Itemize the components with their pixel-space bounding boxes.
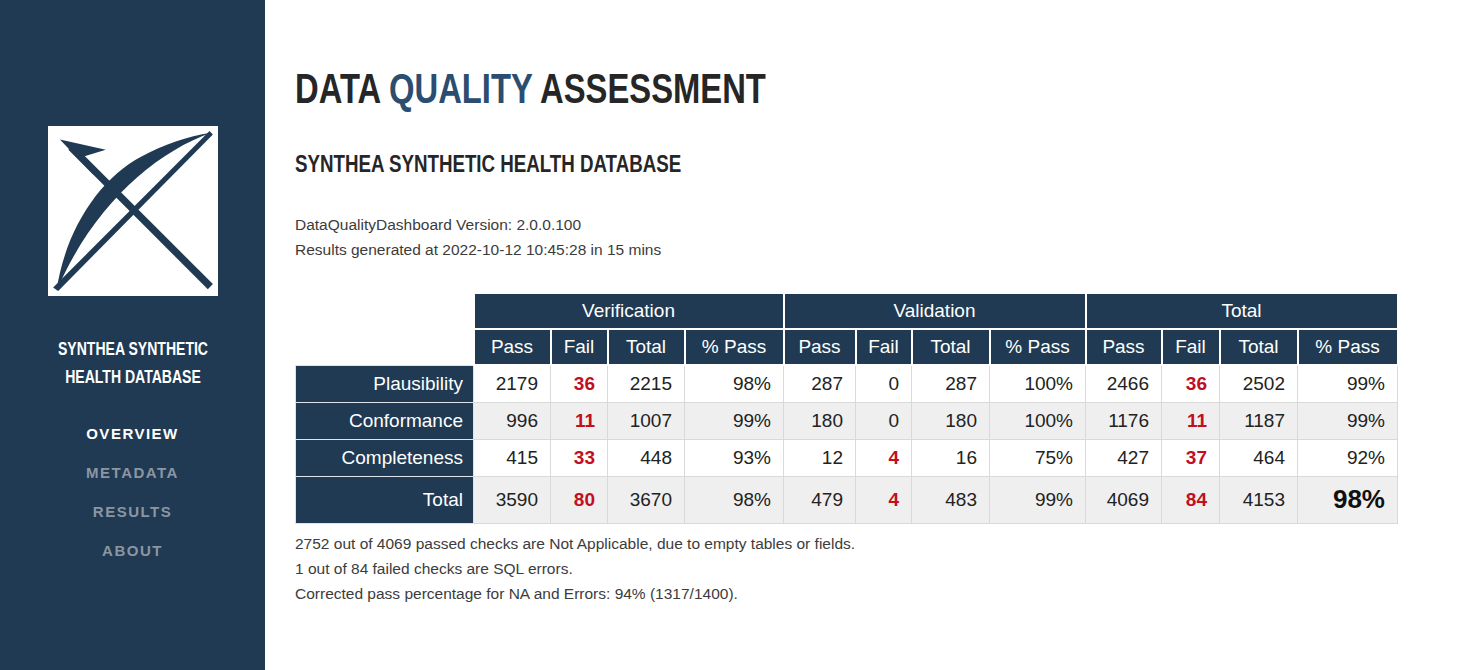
sidebar-database-title: SYNTHEA SYNTHETIC HEALTH DATABASE [8, 336, 258, 392]
cell-total-total: 1187 [1220, 402, 1298, 439]
cell-validation-fail: 4 [856, 439, 912, 476]
cell-total-pass: 2466 [1086, 365, 1162, 402]
row-label-conformance: Conformance [296, 402, 474, 439]
cell-total-pass: 4069 [1086, 476, 1162, 523]
cell-total-pass: 427 [1086, 439, 1162, 476]
row-label-total: Total [296, 476, 474, 523]
cell-verification-total: 448 [608, 439, 685, 476]
col-header-total-fail: Fail [1162, 329, 1220, 365]
col-header-verification-pct: % Pass [685, 329, 784, 365]
cell-validation-total: 16 [912, 439, 990, 476]
cell-verification-pass: 415 [474, 439, 551, 476]
footnotes: 2752 out of 4069 passed checks are Not A… [295, 531, 1477, 606]
table-row-plausibility: Plausibility 2179 36 2215 98% 287 0 287 … [296, 365, 1398, 402]
cell-overall-pass-percentage: 98% [1298, 476, 1398, 523]
cell-validation-pct: 99% [990, 476, 1086, 523]
col-header-validation-pass: Pass [784, 329, 856, 365]
page-title: DATA QUALITY ASSESSMENT [295, 68, 1477, 110]
sidebar-item-about[interactable]: ABOUT [0, 531, 265, 570]
cell-validation-fail: 4 [856, 476, 912, 523]
cell-verification-total: 2215 [608, 365, 685, 402]
table-row-total: Total 3590 80 3670 98% 479 4 483 99% 406… [296, 476, 1398, 523]
cell-total-fail: 36 [1162, 365, 1220, 402]
table-row-completeness: Completeness 415 33 448 93% 12 4 16 75% … [296, 439, 1398, 476]
cell-validation-total: 287 [912, 365, 990, 402]
footnote-corrected-percentage: Corrected pass percentage for NA and Err… [295, 581, 1477, 606]
cell-total-fail: 11 [1162, 402, 1220, 439]
page-title-accent: QUALITY [389, 65, 532, 112]
col-header-total-total: Total [1220, 329, 1298, 365]
col-header-validation-fail: Fail [856, 329, 912, 365]
cell-validation-pass: 479 [784, 476, 856, 523]
synthea-bow-arrow-logo-icon [47, 126, 219, 296]
cell-total-total: 2502 [1220, 365, 1298, 402]
col-header-total-pct: % Pass [1298, 329, 1398, 365]
row-label-plausibility: Plausibility [296, 365, 474, 402]
sidebar-item-metadata[interactable]: METADATA [0, 453, 265, 492]
cell-validation-total: 180 [912, 402, 990, 439]
footnote-sql-errors: 1 out of 84 failed checks are SQL errors… [295, 556, 1477, 581]
cell-validation-pct: 100% [990, 365, 1086, 402]
run-metadata: DataQualityDashboard Version: 2.0.0.100 … [295, 212, 1477, 262]
cell-verification-fail: 36 [551, 365, 608, 402]
col-header-verification-total: Total [608, 329, 685, 365]
version-line: DataQualityDashboard Version: 2.0.0.100 [295, 212, 1477, 237]
row-label-completeness: Completeness [296, 439, 474, 476]
cell-validation-pct: 75% [990, 439, 1086, 476]
results-summary-table: Verification Validation Total Pass Fail … [295, 292, 1399, 524]
col-header-verification-fail: Fail [551, 329, 608, 365]
cell-verification-total: 3670 [608, 476, 685, 523]
database-subtitle: SYNTHEA SYNTHETIC HEALTH DATABASE [295, 152, 1477, 176]
cell-validation-pass: 180 [784, 402, 856, 439]
cell-total-total: 464 [1220, 439, 1298, 476]
cell-total-pass: 1176 [1086, 402, 1162, 439]
col-header-total-pass: Pass [1086, 329, 1162, 365]
sidebar-nav: OVERVIEW METADATA RESULTS ABOUT [0, 414, 265, 570]
cell-verification-pct: 93% [685, 439, 784, 476]
synthea-logo [47, 126, 219, 296]
cell-verification-fail: 33 [551, 439, 608, 476]
cell-validation-pass: 12 [784, 439, 856, 476]
sidebar-item-results[interactable]: RESULTS [0, 492, 265, 531]
cell-verification-pct: 98% [685, 476, 784, 523]
cell-verification-pass: 2179 [474, 365, 551, 402]
cell-verification-pass: 3590 [474, 476, 551, 523]
col-header-validation-total: Total [912, 329, 990, 365]
table-group-header-row: Verification Validation Total [296, 293, 1398, 329]
cell-verification-total: 1007 [608, 402, 685, 439]
cell-verification-fail: 80 [551, 476, 608, 523]
cell-total-pct: 99% [1298, 402, 1398, 439]
main-content: DATA QUALITY ASSESSMENT SYNTHEA SYNTHETI… [265, 0, 1477, 670]
col-header-validation-pct: % Pass [990, 329, 1086, 365]
cell-validation-total: 483 [912, 476, 990, 523]
cell-validation-fail: 0 [856, 402, 912, 439]
cell-total-total: 4153 [1220, 476, 1298, 523]
cell-validation-fail: 0 [856, 365, 912, 402]
cell-verification-pass: 996 [474, 402, 551, 439]
col-header-verification-pass: Pass [474, 329, 551, 365]
generated-line: Results generated at 2022-10-12 10:45:28… [295, 237, 1477, 262]
cell-total-pct: 99% [1298, 365, 1398, 402]
table-row-conformance: Conformance 996 11 1007 99% 180 0 180 10… [296, 402, 1398, 439]
sidebar: SYNTHEA SYNTHETIC HEALTH DATABASE OVERVI… [0, 0, 265, 670]
table-corner-cell [296, 293, 474, 365]
group-header-validation: Validation [784, 293, 1086, 329]
cell-total-pct: 92% [1298, 439, 1398, 476]
cell-validation-pct: 100% [990, 402, 1086, 439]
cell-total-fail: 37 [1162, 439, 1220, 476]
cell-verification-fail: 11 [551, 402, 608, 439]
cell-verification-pct: 99% [685, 402, 784, 439]
group-header-total: Total [1086, 293, 1398, 329]
sidebar-item-overview[interactable]: OVERVIEW [0, 414, 265, 453]
group-header-verification: Verification [474, 293, 784, 329]
cell-verification-pct: 98% [685, 365, 784, 402]
cell-validation-pass: 287 [784, 365, 856, 402]
footnote-not-applicable: 2752 out of 4069 passed checks are Not A… [295, 531, 1477, 556]
cell-total-fail: 84 [1162, 476, 1220, 523]
